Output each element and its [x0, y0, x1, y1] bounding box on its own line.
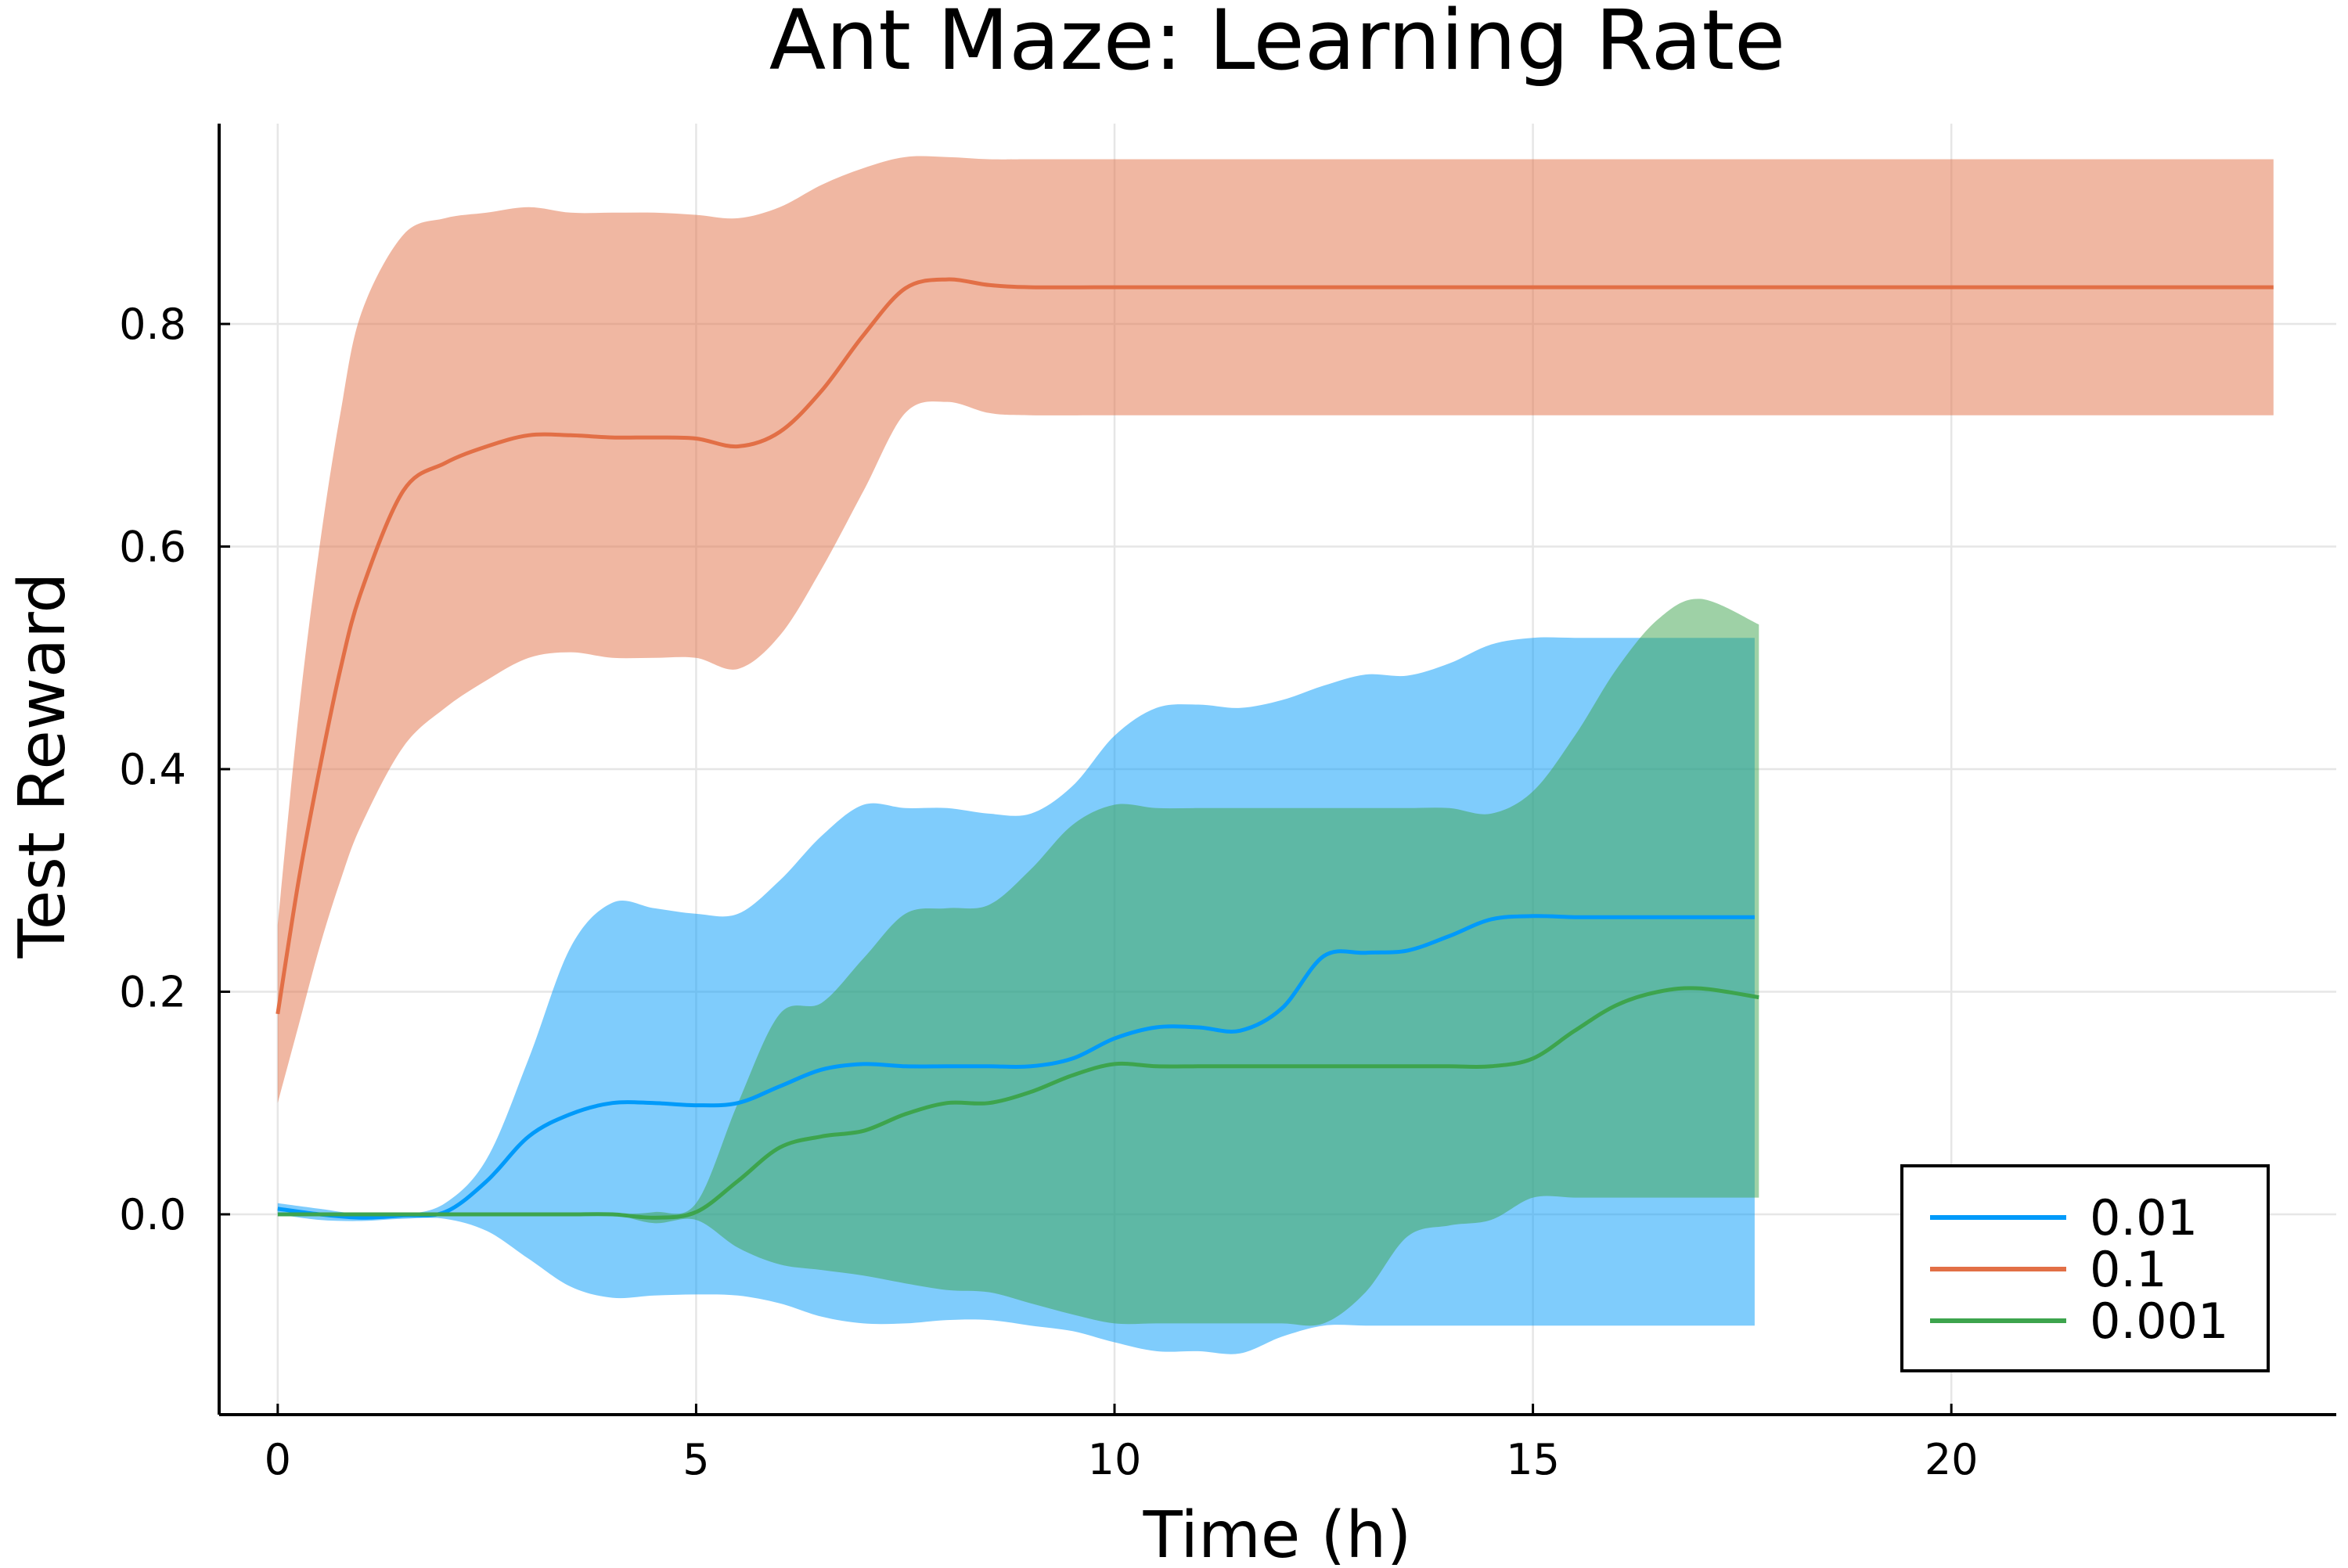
chart-title: Ant Maze: Learning Rate	[769, 0, 1786, 88]
x-ticks: 0 5 10 15 20	[265, 1404, 1979, 1484]
band-0-1	[277, 156, 2274, 1103]
legend: 0.010.10.001	[1900, 1164, 2270, 1372]
series-line-0-001	[277, 986, 1759, 1220]
series-line-0-01	[277, 914, 1755, 1220]
y-tick-label: 0.2	[119, 967, 186, 1016]
y-tick-label: 0.4	[119, 745, 186, 794]
confidence-bands	[277, 156, 2274, 1354]
x-tick-label: 5	[682, 1435, 709, 1484]
x-tick-label: 10	[1088, 1435, 1142, 1484]
y-axis-title: Test Reward	[5, 573, 80, 959]
x-tick-label: 20	[1925, 1435, 1979, 1484]
y-ticks: 0.0 0.2 0.4 0.6 0.8	[119, 300, 230, 1239]
y-tick-label: 0.8	[119, 300, 186, 349]
series-lines	[275, 277, 2274, 1220]
band-0-001	[277, 599, 1759, 1326]
x-tick-label: 0	[265, 1435, 291, 1484]
series-line-0-1	[275, 277, 2274, 1015]
x-axis-title: Time (h)	[1143, 1498, 1412, 1565]
legend-label-0-01: 0.01	[2090, 1189, 2198, 1246]
legend-label-0-001: 0.001	[2090, 1293, 2229, 1350]
y-tick-label: 0.0	[119, 1190, 186, 1239]
legend-label-0-1: 0.1	[2090, 1241, 2167, 1298]
x-tick-label: 15	[1506, 1435, 1560, 1484]
y-tick-label: 0.6	[119, 523, 186, 572]
